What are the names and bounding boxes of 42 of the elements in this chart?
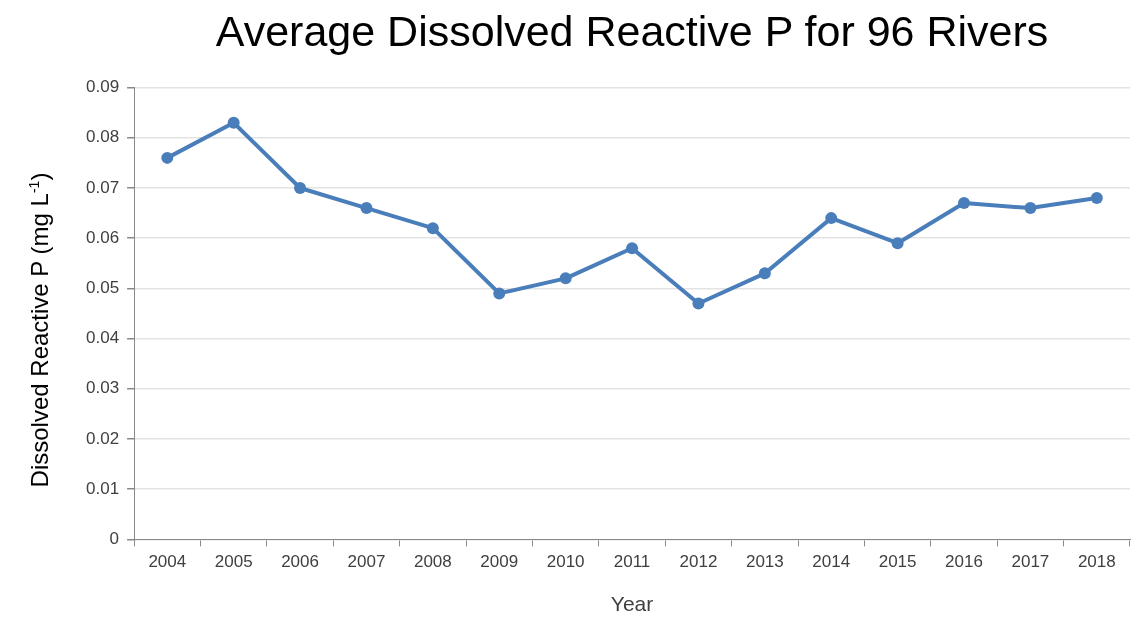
chart-title: Average Dissolved Reactive P for 96 Rivers [215,6,1049,55]
y-tick-label: 0.09 [85,77,120,97]
point [1024,202,1037,215]
point [161,151,174,164]
x-tick-label: 2013 [745,552,784,572]
point [626,242,639,255]
x-tick-label: 2015 [878,552,917,572]
y-tick-label: 0.01 [85,478,120,498]
x-tick-label: 2011 [613,552,651,572]
x-tick-label: 2005 [214,552,253,572]
point [227,116,240,129]
x-tick-label: 2012 [679,552,718,572]
y-tick-label: 0.02 [85,428,120,448]
point [758,267,771,280]
y-tick-label: 0.04 [85,328,120,348]
y-tick-label: 0.06 [85,227,120,247]
x-tick-label: 2014 [812,552,851,572]
x-tick-label: 2004 [148,552,187,572]
y-tick-label: 0.05 [85,278,120,298]
point [360,202,373,215]
y-tick-label: 0 [109,529,120,549]
x-tick-label: 2008 [413,552,452,572]
point [1090,192,1103,205]
y-tick-label: 0.03 [85,378,120,398]
y-tick-label: 0.08 [85,127,120,147]
point [692,297,705,310]
x-axis-title: Year [610,592,654,616]
y-tick-label: 0.07 [85,177,120,197]
x-tick-label: 2007 [347,552,386,572]
x-tick-label: 2010 [546,552,585,572]
x-tick-label: 2018 [1077,552,1116,572]
point [825,212,838,225]
x-tick-label: 2016 [945,552,983,572]
point [958,197,971,210]
point [294,182,307,194]
point [493,287,506,300]
x-tick-label: 2017 [1011,552,1050,572]
point [559,272,572,285]
point [891,237,904,250]
x-tick-label: 2006 [281,552,319,572]
x-tick-label: 2009 [480,552,519,572]
point [426,222,439,235]
